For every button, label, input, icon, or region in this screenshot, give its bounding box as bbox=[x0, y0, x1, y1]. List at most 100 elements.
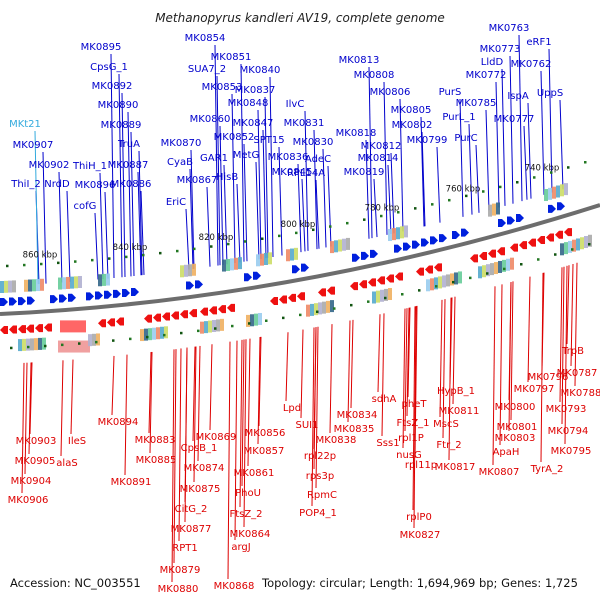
gene-label[interactable]: MK0807 bbox=[479, 467, 520, 478]
gene-label[interactable]: MK0812 bbox=[361, 141, 402, 152]
gene-label[interactable]: MK0867 bbox=[177, 175, 218, 186]
gene-label[interactable]: RpmC bbox=[307, 490, 337, 501]
gene-label[interactable]: Lpd bbox=[283, 403, 301, 414]
gene-label[interactable]: MK0831 bbox=[284, 118, 325, 129]
gene-label[interactable]: MK0819 bbox=[344, 167, 385, 178]
gene-label[interactable]: MK0907 bbox=[13, 140, 54, 151]
gene-label[interactable]: MK0903 bbox=[16, 436, 57, 447]
gene-label[interactable]: MK0830 bbox=[293, 137, 334, 148]
gene-label[interactable]: EriC bbox=[166, 197, 186, 208]
gene-label[interactable]: eRF1 bbox=[526, 37, 551, 48]
gene-label[interactable]: MK0861 bbox=[234, 468, 275, 479]
gene-label[interactable]: nusG bbox=[396, 450, 422, 461]
gene-label[interactable]: MK0827 bbox=[400, 530, 441, 541]
gene-label[interactable]: PurS bbox=[439, 87, 462, 98]
gene-label[interactable]: MK0813 bbox=[339, 55, 380, 66]
gene-label[interactable]: MK0894 bbox=[98, 417, 139, 428]
gene-label[interactable]: SUA7_2 bbox=[188, 64, 226, 75]
gene-label[interactable]: MK0868 bbox=[214, 581, 255, 592]
gene-label[interactable]: MK0877 bbox=[171, 524, 212, 535]
gene-label[interactable]: MK0834 bbox=[337, 410, 378, 421]
gene-label[interactable]: MK0840 bbox=[240, 65, 281, 76]
gene-label[interactable]: CyaB bbox=[167, 157, 193, 168]
gene-label[interactable]: AdeC bbox=[305, 154, 331, 165]
gene-label[interactable]: RPL14A bbox=[287, 168, 325, 179]
gene-label[interactable]: MK0880 bbox=[158, 584, 199, 595]
gene-label[interactable]: argJ bbox=[231, 542, 250, 553]
gene-label[interactable]: TyrA_2 bbox=[530, 464, 564, 475]
gene-label[interactable]: CitG_2 bbox=[175, 504, 208, 515]
gene-label[interactable]: FtsZ_2 bbox=[229, 509, 262, 520]
gene-label[interactable]: MK0806 bbox=[370, 87, 411, 98]
gene-label[interactable]: MK0808 bbox=[354, 70, 395, 81]
gene-label[interactable]: MK0763 bbox=[489, 23, 530, 34]
gene-label[interactable]: TruA bbox=[117, 139, 140, 150]
gene-label[interactable]: TrpB bbox=[561, 346, 584, 357]
gene-label[interactable]: MK0879 bbox=[160, 565, 201, 576]
gene-label[interactable]: MK0905 bbox=[15, 456, 56, 467]
gene-label[interactable]: rpl11p bbox=[405, 460, 437, 471]
gene-label[interactable]: MK0793 bbox=[546, 404, 587, 415]
gene-label[interactable]: ThiH_1 bbox=[72, 161, 107, 172]
gene-label[interactable]: GAR1 bbox=[200, 153, 228, 164]
gene-label[interactable]: pheT bbox=[402, 399, 428, 410]
gene-label[interactable]: ThiI_2 bbox=[10, 179, 41, 190]
gene-label[interactable]: MKt21 bbox=[9, 119, 41, 130]
gene-label[interactable]: MK0856 bbox=[245, 428, 286, 439]
gene-label[interactable]: MK0886 bbox=[111, 179, 152, 190]
gene-label[interactable]: Ftr_2 bbox=[436, 440, 461, 451]
gene-label[interactable]: PhoU bbox=[235, 488, 261, 499]
gene-label[interactable]: IlvC bbox=[286, 99, 305, 110]
gene-label[interactable]: MK0874 bbox=[184, 463, 225, 474]
gene-label[interactable]: cofG bbox=[74, 201, 97, 212]
gene-label[interactable]: HisB bbox=[216, 172, 239, 183]
gene-label[interactable]: MK0847 bbox=[233, 118, 274, 129]
gene-label[interactable]: MK0838 bbox=[316, 435, 357, 446]
gene-label[interactable]: MscS bbox=[433, 419, 459, 430]
gene-label[interactable]: NrdD bbox=[44, 179, 70, 190]
gene-label[interactable]: MK0794 bbox=[548, 426, 589, 437]
gene-label[interactable]: MK0857 bbox=[244, 446, 285, 457]
gene-label[interactable]: MK0869 bbox=[196, 432, 237, 443]
gene-label[interactable]: IleS bbox=[68, 436, 86, 447]
gene-label[interactable]: PurL_1 bbox=[442, 112, 475, 123]
gene-label[interactable]: Sss1 bbox=[376, 438, 399, 449]
gene-label[interactable]: MK0803 bbox=[495, 433, 536, 444]
gene-label[interactable]: RPT1 bbox=[172, 543, 197, 554]
gene-label[interactable]: alaS bbox=[56, 458, 77, 469]
gene-label[interactable]: MK0837 bbox=[235, 85, 276, 96]
gene-label[interactable]: MK0814 bbox=[358, 153, 399, 164]
gene-label[interactable]: MK0788 bbox=[561, 388, 600, 399]
gene-label[interactable]: MK0836 bbox=[268, 152, 309, 163]
gene-label[interactable]: CpsG_1 bbox=[90, 62, 128, 73]
gene-label[interactable]: IspA bbox=[507, 91, 529, 102]
gene-label[interactable]: UppS bbox=[537, 88, 563, 99]
gene-label[interactable]: HypB_1 bbox=[437, 386, 475, 397]
gene-label[interactable]: MK0883 bbox=[135, 435, 176, 446]
gene-label[interactable]: MK0800 bbox=[495, 402, 536, 413]
gene-label[interactable]: MK0906 bbox=[8, 495, 49, 506]
gene-label[interactable]: POP4_1 bbox=[299, 508, 337, 519]
gene-label[interactable]: MK0801 bbox=[497, 422, 538, 433]
gene-label[interactable]: MK0891 bbox=[111, 477, 152, 488]
gene-label[interactable]: MK0904 bbox=[11, 476, 52, 487]
gene-label[interactable]: rpl1P bbox=[398, 433, 424, 444]
gene-label[interactable]: rps3p bbox=[306, 471, 334, 482]
gene-label[interactable]: MK0817 bbox=[435, 462, 476, 473]
gene-label[interactable]: SPT15 bbox=[253, 135, 284, 146]
gene-label[interactable]: MetG bbox=[233, 150, 259, 161]
gene-label[interactable]: CpsB_1 bbox=[181, 443, 218, 454]
gene-label[interactable]: MK0805 bbox=[391, 105, 432, 116]
gene-label[interactable]: MK0802 bbox=[392, 120, 433, 131]
gene-label[interactable]: MK0892 bbox=[92, 81, 133, 92]
gene-label[interactable]: MK0787 bbox=[557, 368, 598, 379]
gene-label[interactable]: rpl22p bbox=[304, 451, 336, 462]
gene-label[interactable]: MK0889 bbox=[101, 120, 142, 131]
gene-label[interactable]: MK0799 bbox=[407, 135, 448, 146]
gene-label[interactable]: MK0762 bbox=[511, 59, 552, 70]
gene-label[interactable]: FtsZ_1 bbox=[396, 418, 429, 429]
gene-label[interactable]: MK0854 bbox=[185, 33, 226, 44]
gene-label[interactable]: MK0895 bbox=[81, 42, 122, 53]
gene-label[interactable]: MK0772 bbox=[466, 70, 507, 81]
